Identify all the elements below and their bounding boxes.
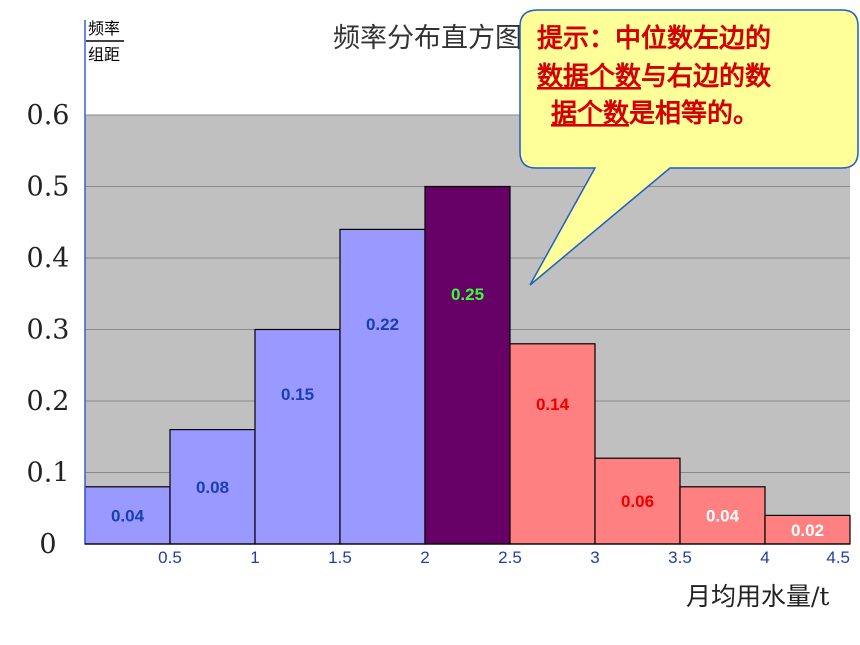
- histogram-bar: [254, 328, 341, 545]
- x-tick-label: 1: [250, 548, 259, 567]
- bar-value-label: 0.02: [791, 521, 824, 540]
- x-tick-label: 3.5: [668, 548, 692, 567]
- bar-value-label: 0.04: [706, 506, 740, 525]
- callout-line-2-underlined: 数据个数: [537, 62, 642, 92]
- histogram-bar: [594, 457, 681, 545]
- histogram-bar: [509, 343, 596, 545]
- histogram-bar: [424, 185, 511, 545]
- tick-labels: 0 0.1 0.2 0.3 0.4 0.5 0.6 0.5 1 1.5 2 2.5 3 3.5 4 4.5: [27, 100, 850, 567]
- callout-bubble: [519, 9, 859, 286]
- y-tick-label: 0.5: [27, 172, 70, 203]
- callout-line-1: 提示：中位数左边的: [537, 23, 771, 54]
- histogram-bar: [169, 429, 256, 545]
- bar-value-label: 0.04: [111, 506, 145, 525]
- y-tick-label: 0: [39, 529, 56, 560]
- histogram-bar: [339, 228, 426, 545]
- y-tick-label: 0.6: [27, 100, 70, 131]
- x-tick-label: 0.5: [158, 548, 182, 567]
- y-tick-label: 0.3: [27, 315, 70, 346]
- y-tick-label: 0.1: [27, 458, 70, 489]
- histogram-bar: [764, 514, 851, 545]
- x-tick-label: 2: [420, 548, 429, 567]
- histogram-bar: [679, 486, 766, 545]
- y-tick-label: 0.4: [27, 243, 70, 274]
- bars: 0.04 0.08 0.15 0.22 0.25 0.14 0.06 0.04 0.02: [84, 185, 851, 545]
- bar-value-label: 0.06: [621, 492, 654, 511]
- bar-value-label: 0.25: [451, 285, 484, 304]
- x-tick-label: 4.5: [826, 548, 850, 567]
- bar-value-label: 0.08: [196, 478, 229, 497]
- bar-value-label: 0.22: [366, 315, 399, 334]
- y-axis-label-denominator: 组距: [88, 45, 120, 64]
- x-tick-label: 2.5: [498, 548, 522, 567]
- y-axis-label-numerator: 频率: [88, 19, 120, 38]
- callout-line-3-underlined: 据个数: [551, 99, 630, 129]
- x-axis-label: 月均用水量/t: [686, 582, 829, 611]
- chart-title: 频率分布直方图: [333, 23, 522, 54]
- callout-line-3: 据个数是相等的。: [551, 98, 759, 129]
- x-tick-label: 1.5: [328, 548, 352, 567]
- bar-value-label: 0.14: [536, 395, 570, 414]
- bar-value-label: 0.15: [281, 385, 314, 404]
- hint-callout: 提示：中位数左边的 数据个数与右边的数 据个数是相等的。: [519, 9, 859, 286]
- axes: [84, 20, 850, 545]
- callout-line-2-rest: 与右边的数: [641, 61, 772, 92]
- x-tick-label: 3: [590, 548, 599, 567]
- callout-line-2: 数据个数与右边的数: [537, 61, 772, 92]
- y-tick-label: 0.2: [27, 386, 70, 417]
- x-tick-label: 4: [760, 548, 769, 567]
- callout-line-3-rest: 是相等的。: [629, 98, 759, 129]
